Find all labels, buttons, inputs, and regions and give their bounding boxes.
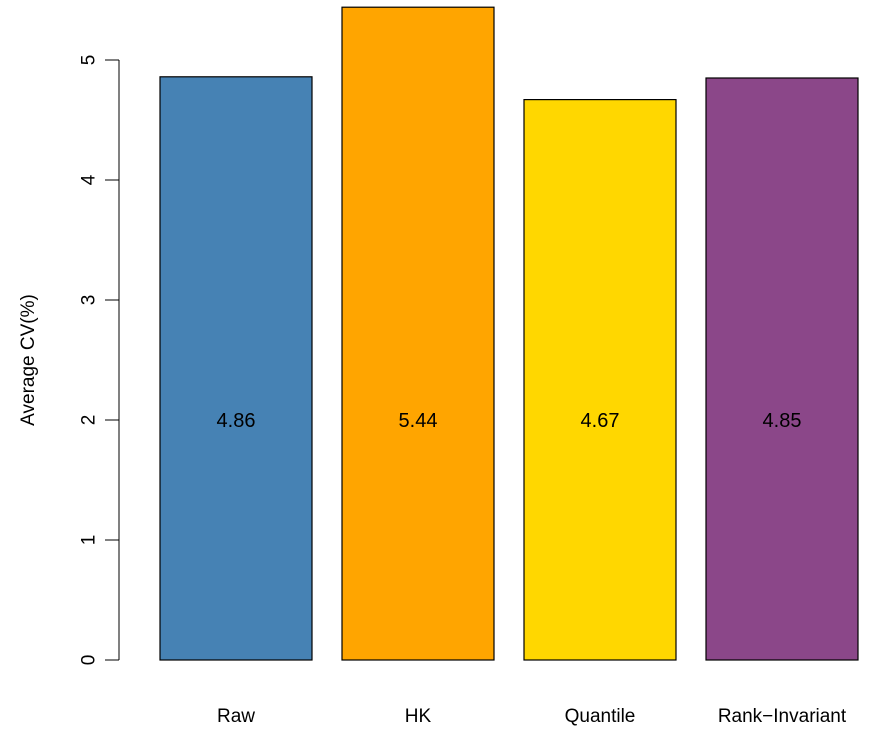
y-tick-label: 2	[79, 415, 100, 426]
bar-value-label: 5.44	[399, 410, 438, 432]
x-tick-labels: Raw HK Quantile Rank−Invariant	[217, 706, 847, 727]
bar-value-label: 4.67	[581, 410, 620, 432]
bars-layer	[159, 6, 859, 661]
bar-value-label: 4.85	[763, 410, 802, 432]
x-tick-label: HK	[405, 706, 432, 727]
y-axis: 0 1 2 3 4 5	[79, 55, 120, 666]
y-tick-label: 5	[79, 55, 100, 66]
y-ticks: 0 1 2 3 4 5	[79, 55, 119, 666]
bar-2	[341, 6, 495, 661]
y-tick-label: 1	[79, 535, 100, 546]
bar-1	[159, 76, 313, 661]
bar-4	[705, 77, 859, 661]
value-labels-layer: 4.86 5.44 4.67 4.85	[217, 410, 802, 432]
x-tick-label: Raw	[217, 706, 255, 727]
y-tick-label: 4	[79, 174, 100, 185]
y-axis-label: Average CV(%)	[18, 294, 39, 426]
y-tick-label: 3	[79, 295, 100, 306]
x-tick-label: Rank−Invariant	[718, 706, 847, 727]
bar-3	[523, 98, 677, 661]
y-tick-label: 0	[79, 655, 100, 666]
x-tick-label: Quantile	[565, 706, 636, 727]
bar-value-label: 4.86	[217, 410, 256, 432]
